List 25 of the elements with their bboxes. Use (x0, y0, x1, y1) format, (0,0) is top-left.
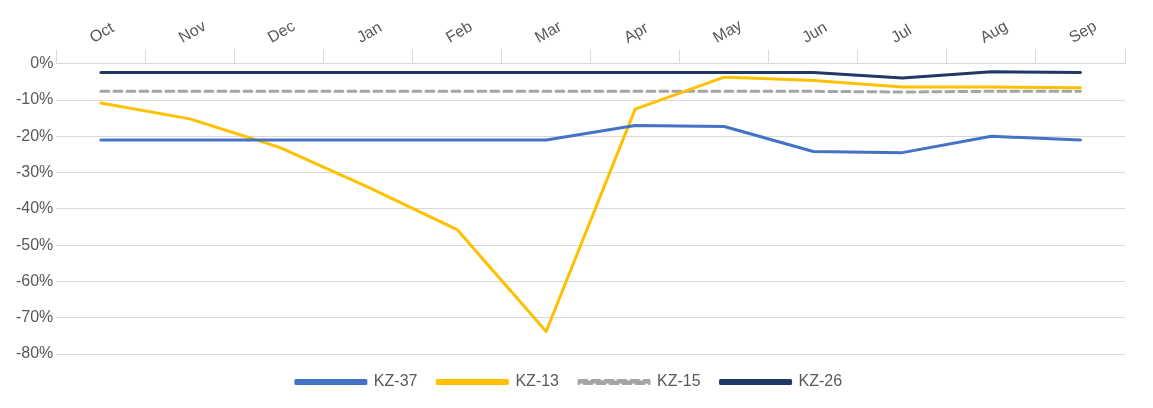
x-tick-label: Aug (977, 16, 1011, 46)
y-tick-label: -70% (15, 308, 54, 326)
y-tick-label: -50% (15, 235, 54, 253)
x-tick-label: Dec (264, 16, 298, 46)
x-tick-label: Jan (353, 18, 385, 46)
x-tick-label: Jun (798, 18, 830, 46)
y-tick-label: -30% (15, 162, 54, 180)
x-tick-label: Feb (442, 17, 476, 46)
x-tick-label: Nov (175, 16, 209, 46)
y-tick-label: -40% (15, 199, 54, 217)
x-tick-label: Oct (86, 18, 117, 46)
legend-label: KZ-13 (515, 372, 560, 390)
x-tick-label: Sep (1066, 16, 1100, 46)
legend-label: KZ-15 (657, 372, 701, 390)
y-tick-label: -10% (15, 90, 54, 108)
legend-label: KZ-37 (373, 372, 418, 390)
legend-label: KZ-26 (798, 372, 843, 390)
x-tick-label: Apr (620, 18, 652, 46)
y-tick-label: 0% (30, 54, 54, 72)
y-tick-label: -20% (15, 126, 54, 144)
y-tick-label: -60% (15, 271, 54, 289)
x-tick-label: Mar (531, 17, 565, 46)
x-tick-label: Jul (887, 20, 915, 46)
y-tick-label: -80% (15, 344, 54, 362)
x-tick-label: May (709, 16, 745, 46)
